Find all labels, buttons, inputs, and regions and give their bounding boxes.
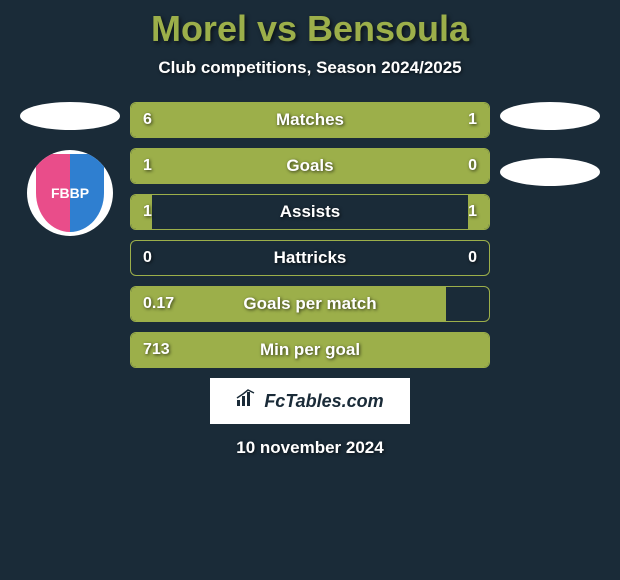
stat-row-goals-per-match: 0.17 Goals per match [130,286,490,322]
main-container: Morel vs Bensoula Club competitions, Sea… [0,0,620,580]
team-badge-shield: FBBP [36,154,104,232]
team-badge-left: FBBP [27,150,113,236]
footer-brand-text: FcTables.com [264,391,383,412]
player-avatar-left [20,102,120,130]
stat-label: Assists [131,195,489,229]
footer-date: 10 november 2024 [236,438,383,458]
team-badge-text: FBBP [51,185,89,201]
stat-row-hattricks: 0 Hattricks 0 [130,240,490,276]
left-player-column: FBBP [20,102,120,236]
stat-value-right: 0 [468,149,477,183]
stat-value-right: 1 [468,195,477,229]
stat-row-min-per-goal: 713 Min per goal [130,332,490,368]
chart-area: FBBP 6 Matches 1 1 Goals 0 [0,102,620,368]
team-badge-right-placeholder [500,158,600,186]
stat-label: Goals per match [131,287,489,321]
right-player-column [500,102,600,186]
player-avatar-right [500,102,600,130]
chart-icon [236,389,258,413]
stat-bars: 6 Matches 1 1 Goals 0 1 Assists 1 [130,102,490,368]
stat-row-matches: 6 Matches 1 [130,102,490,138]
stat-value-right: 1 [468,103,477,137]
stat-value-right: 0 [468,241,477,275]
stat-row-assists: 1 Assists 1 [130,194,490,230]
page-title: Morel vs Bensoula [151,8,469,50]
stat-label: Hattricks [131,241,489,275]
page-subtitle: Club competitions, Season 2024/2025 [158,58,461,78]
stat-label: Min per goal [131,333,489,367]
stat-row-goals: 1 Goals 0 [130,148,490,184]
footer-brand-badge[interactable]: FcTables.com [210,378,410,424]
stat-label: Matches [131,103,489,137]
stat-label: Goals [131,149,489,183]
